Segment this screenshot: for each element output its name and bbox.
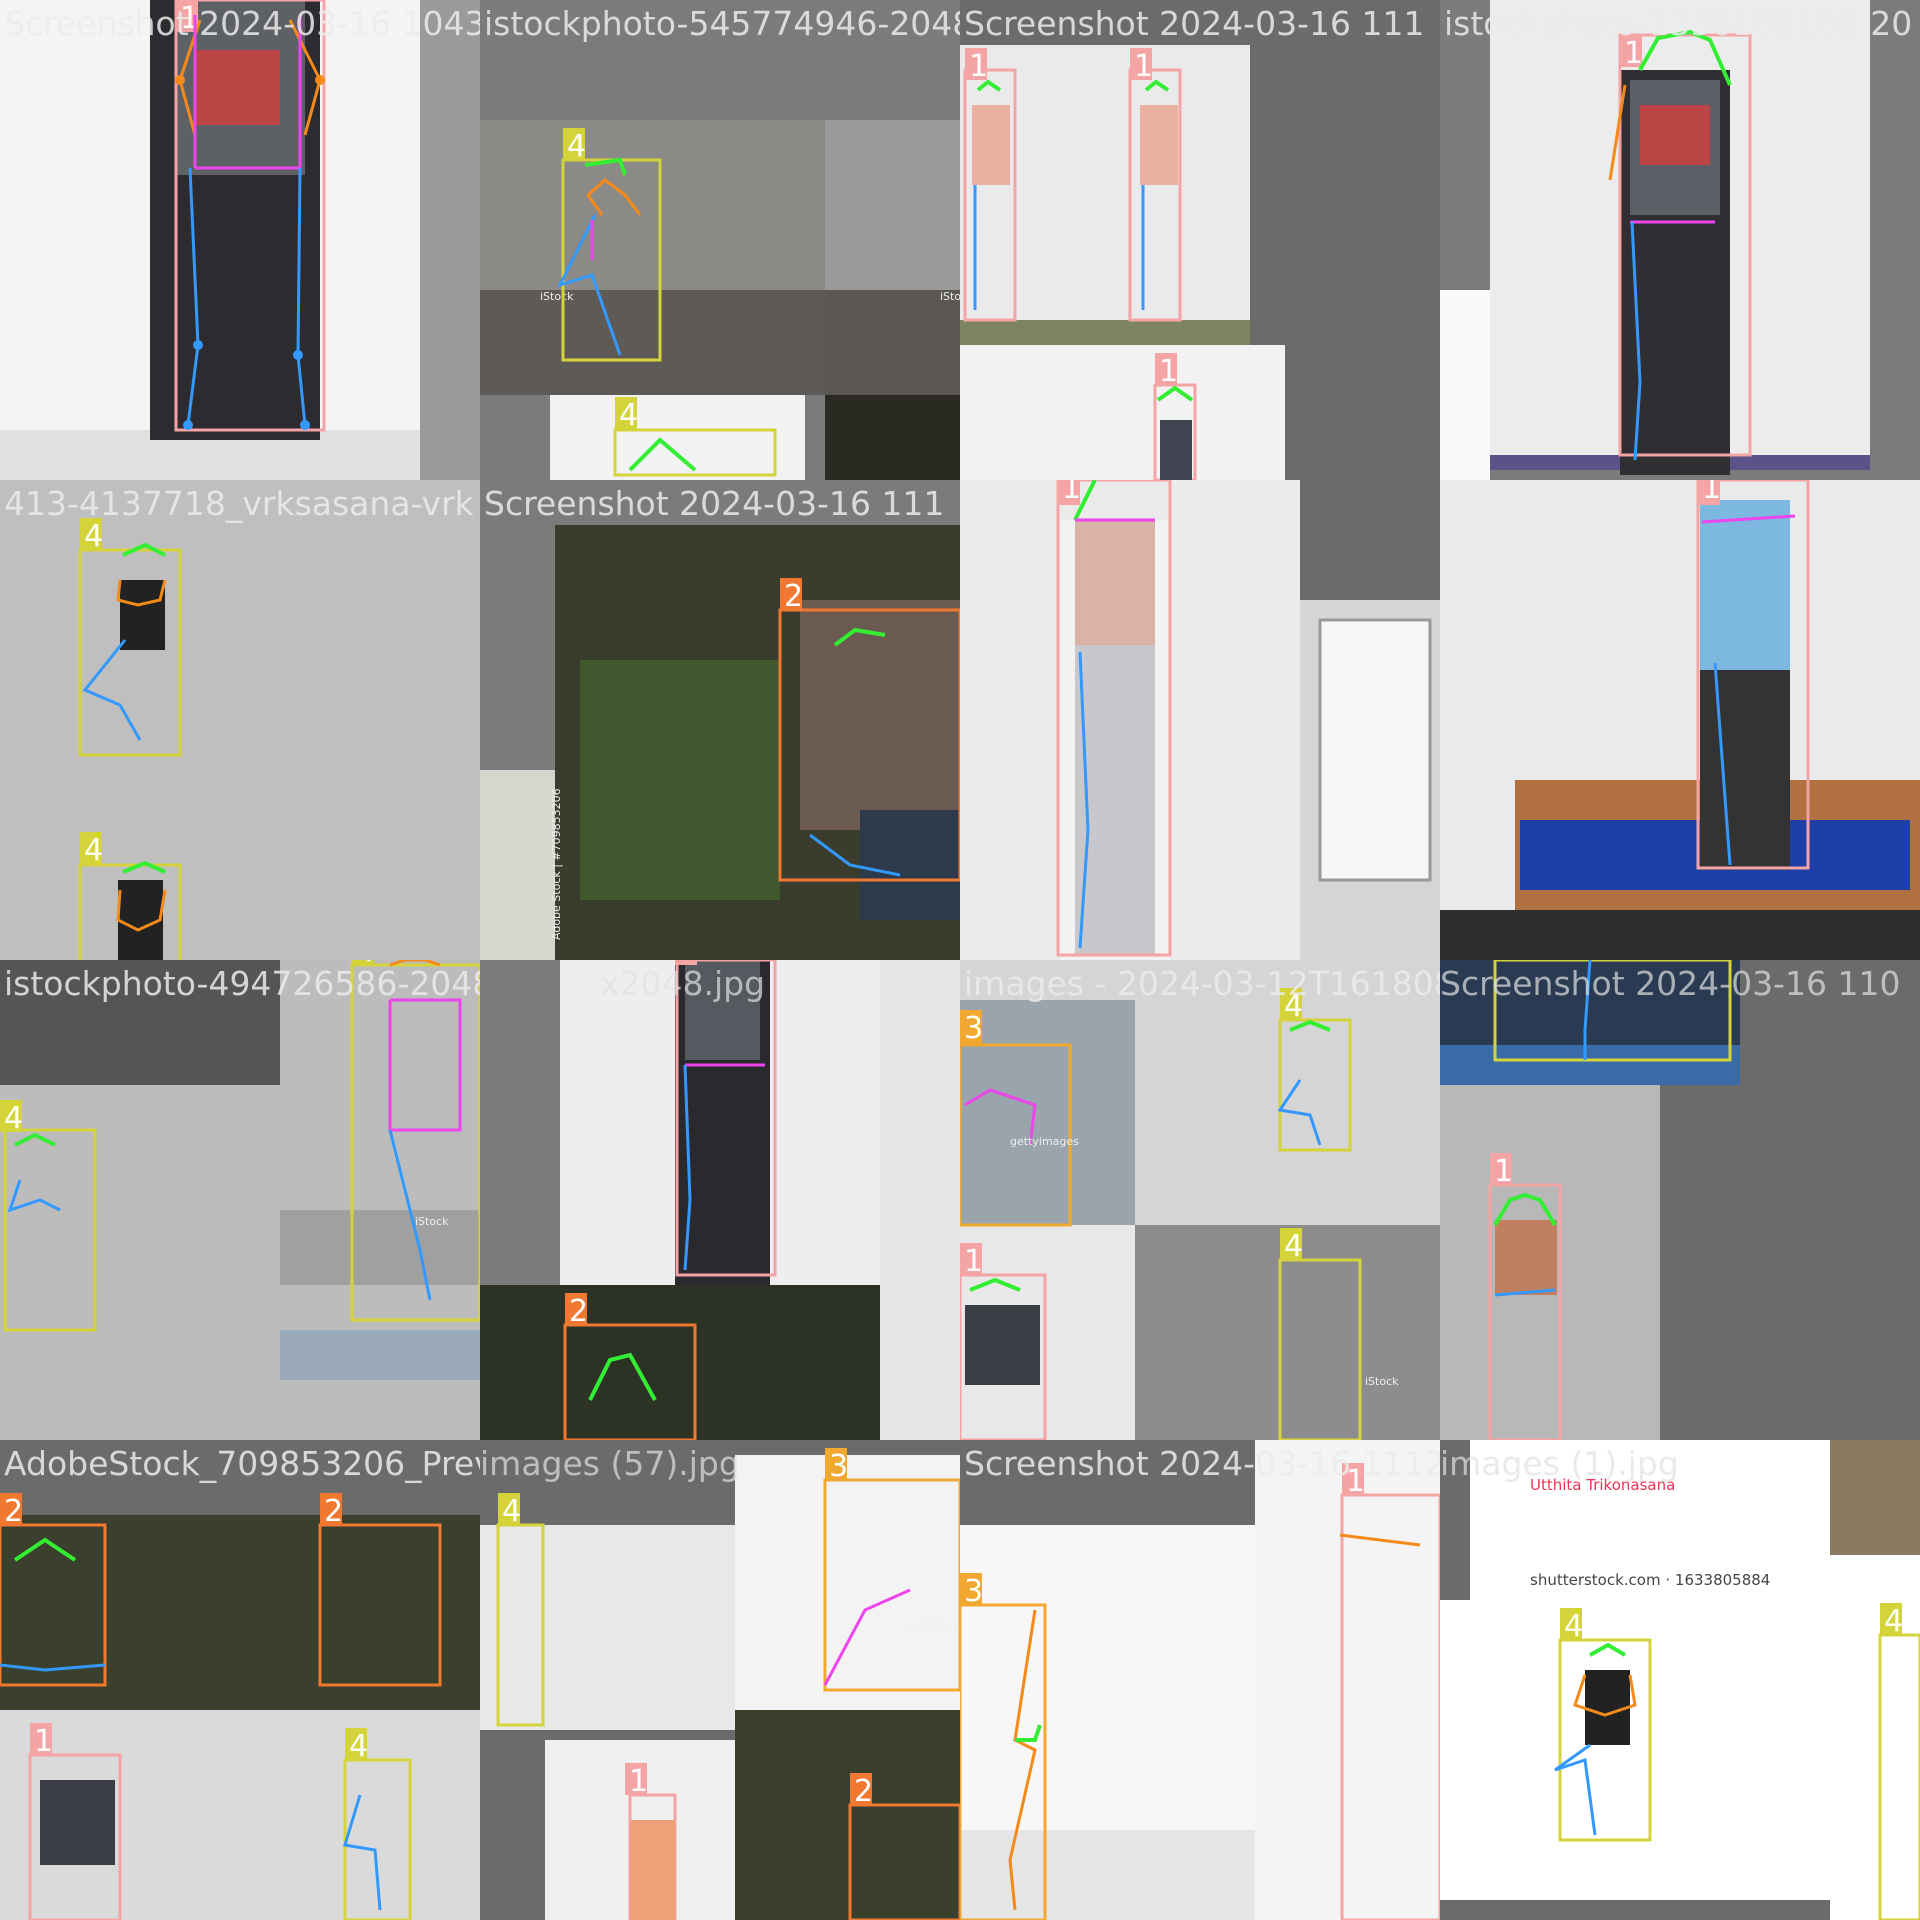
tile-7: 1 download.jpeg	[1440, 480, 1920, 960]
tile-filename: x2048.jpg	[600, 964, 766, 1003]
svg-text:4: 4	[502, 1494, 521, 1529]
tile-filename: Screenshot 2024-03-16 111	[484, 484, 945, 523]
tile-0-scene: 1	[0, 0, 480, 480]
tile-9-scene: 2	[480, 960, 960, 1440]
svg-text:1: 1	[34, 1724, 53, 1759]
svg-text:1: 1	[1346, 1464, 1365, 1499]
watermark: Utthita Trikonasana	[1530, 1476, 1675, 1494]
tile-10: 3 gettyimages 4 1 4 iStock images - 2024…	[960, 960, 1440, 1440]
tile-9: 2 x2048.jpg	[480, 960, 960, 1440]
tile-filename: images (1).jpg	[1440, 1444, 1679, 1483]
watermark: iStock	[940, 290, 960, 303]
watermark: iStock	[540, 290, 574, 303]
watermark: iStock	[1365, 1375, 1399, 1388]
tile-11-scene: 1	[1440, 960, 1920, 1440]
svg-text:4: 4	[1284, 989, 1303, 1024]
tile-3: 1 istockphoto-1336186188-20	[1440, 0, 1920, 480]
svg-text:4: 4	[4, 1101, 23, 1136]
tile-filename: istockphoto-545774946-2048x2048.jpg	[484, 4, 960, 43]
svg-text:3: 3	[964, 1011, 983, 1046]
tile-10-scene: 3 gettyimages 4 1 4 iStock	[960, 960, 1440, 1440]
tile-12: 2 2 1 4 AdobeStock_709853206_Preview.jpe…	[0, 1440, 480, 1920]
tile-5-scene: Adobe Stock | #709853206 2	[480, 480, 960, 960]
svg-text:2: 2	[854, 1774, 873, 1809]
tile-filename: Screenshot 2024-03-16 1112	[964, 1444, 1440, 1483]
tile-3-scene: 1	[1440, 0, 1920, 480]
tile-4-scene: 4 4	[0, 480, 480, 960]
svg-text:3: 3	[964, 1574, 983, 1609]
svg-text:4: 4	[1284, 1229, 1303, 1264]
svg-text:1: 1	[1624, 36, 1643, 71]
tile-1-scene: iStock iStock 4 4	[480, 0, 960, 480]
svg-text:1: 1	[1494, 1154, 1513, 1189]
svg-text:1: 1	[1134, 49, 1153, 84]
watermark: gettyimages	[1010, 1135, 1079, 1148]
tile-15: Utthita Trikonasana shutterstock.com · 1…	[1440, 1440, 1920, 1920]
tile-14-scene: 3 1	[960, 1440, 1440, 1920]
svg-text:4: 4	[84, 519, 103, 554]
tile-7-scene: 1	[1440, 480, 1920, 960]
svg-text:2: 2	[784, 579, 803, 614]
svg-text:1: 1	[1062, 480, 1081, 506]
tile-4: 4 4 413-4137718_vrksasana-vrk	[0, 480, 480, 960]
tile-8-scene: iStock 4 4	[0, 960, 480, 1440]
tile-filename: istockphoto-1336186188-20	[1444, 4, 1913, 43]
tile-8: iStock 4 4 istockphoto-494726586-2048	[0, 960, 480, 1440]
tile-2-scene: 1 1 1	[960, 0, 1440, 480]
svg-text:4: 4	[1564, 1609, 1583, 1644]
svg-text:4: 4	[567, 129, 586, 164]
tile-filename: images (57).jpg	[480, 1444, 740, 1483]
tile-12-scene: 2 2 1 4	[0, 1440, 480, 1920]
watermark: iStock	[415, 1215, 449, 1228]
tile-6: 1	[960, 480, 1440, 960]
tile-2: 1 1 1 Screenshot 2024-03-16 111	[960, 0, 1440, 480]
bbox-mountain	[174, 0, 326, 432]
tile-filename: Screenshot 2024-03-16 110	[1440, 964, 1901, 1003]
tile-filename: download.jpeg	[1444, 484, 1686, 523]
watermark: Adobe Stock | #709853206	[550, 788, 563, 940]
watermark: gettyimages	[910, 1620, 960, 1633]
svg-text:4: 4	[356, 960, 375, 969]
tile-filename: Screenshot 2024-03-16 104308.png	[4, 4, 480, 43]
tile-filename: AdobeStock_709853206_Preview.jpeg	[4, 1444, 480, 1483]
svg-text:4: 4	[619, 398, 638, 433]
svg-text:1: 1	[964, 1244, 983, 1279]
svg-text:2: 2	[569, 1294, 588, 1329]
tile-13-scene: 4 3 gettyimages 1 2	[480, 1440, 960, 1920]
svg-text:1: 1	[629, 1764, 648, 1799]
tile-filename: 413-4137718_vrksasana-vrk	[4, 484, 474, 523]
tile-0: 1 Screenshot 2024-03-16 104308.png	[0, 0, 480, 480]
tile-filename: istockphoto-494726586-2048	[4, 964, 480, 1003]
svg-text:2: 2	[324, 1494, 343, 1529]
tile-filename: images - 2024-03-12T161808.218.jpg	[964, 964, 1440, 1003]
tile-filename: Screenshot 2024-03-16 111	[964, 4, 1425, 43]
svg-text:3: 3	[829, 1449, 848, 1484]
watermark: shutterstock.com · 1633805884	[1530, 1571, 1770, 1589]
tile-1: iStock iStock 4 4 istockphoto-545774946-…	[480, 0, 960, 480]
svg-text:4: 4	[1884, 1604, 1903, 1639]
svg-text:4: 4	[84, 833, 103, 868]
tile-5: Adobe Stock | #709853206 2 Screenshot 20…	[480, 480, 960, 960]
tile-14: 3 1 Screenshot 2024-03-16 1112	[960, 1440, 1440, 1920]
tile-6-scene: 1	[960, 480, 1440, 960]
svg-text:1: 1	[969, 49, 988, 84]
tile-15-scene: Utthita Trikonasana shutterstock.com · 1…	[1440, 1440, 1920, 1920]
tile-13: 4 3 gettyimages 1 2 images (57).jpg	[480, 1440, 960, 1920]
svg-text:1: 1	[1702, 480, 1721, 506]
svg-text:4: 4	[349, 1729, 368, 1764]
tile-11: 1 Screenshot 2024-03-16 110	[1440, 960, 1920, 1440]
svg-text:2: 2	[4, 1494, 23, 1529]
svg-text:1: 1	[1159, 354, 1178, 389]
